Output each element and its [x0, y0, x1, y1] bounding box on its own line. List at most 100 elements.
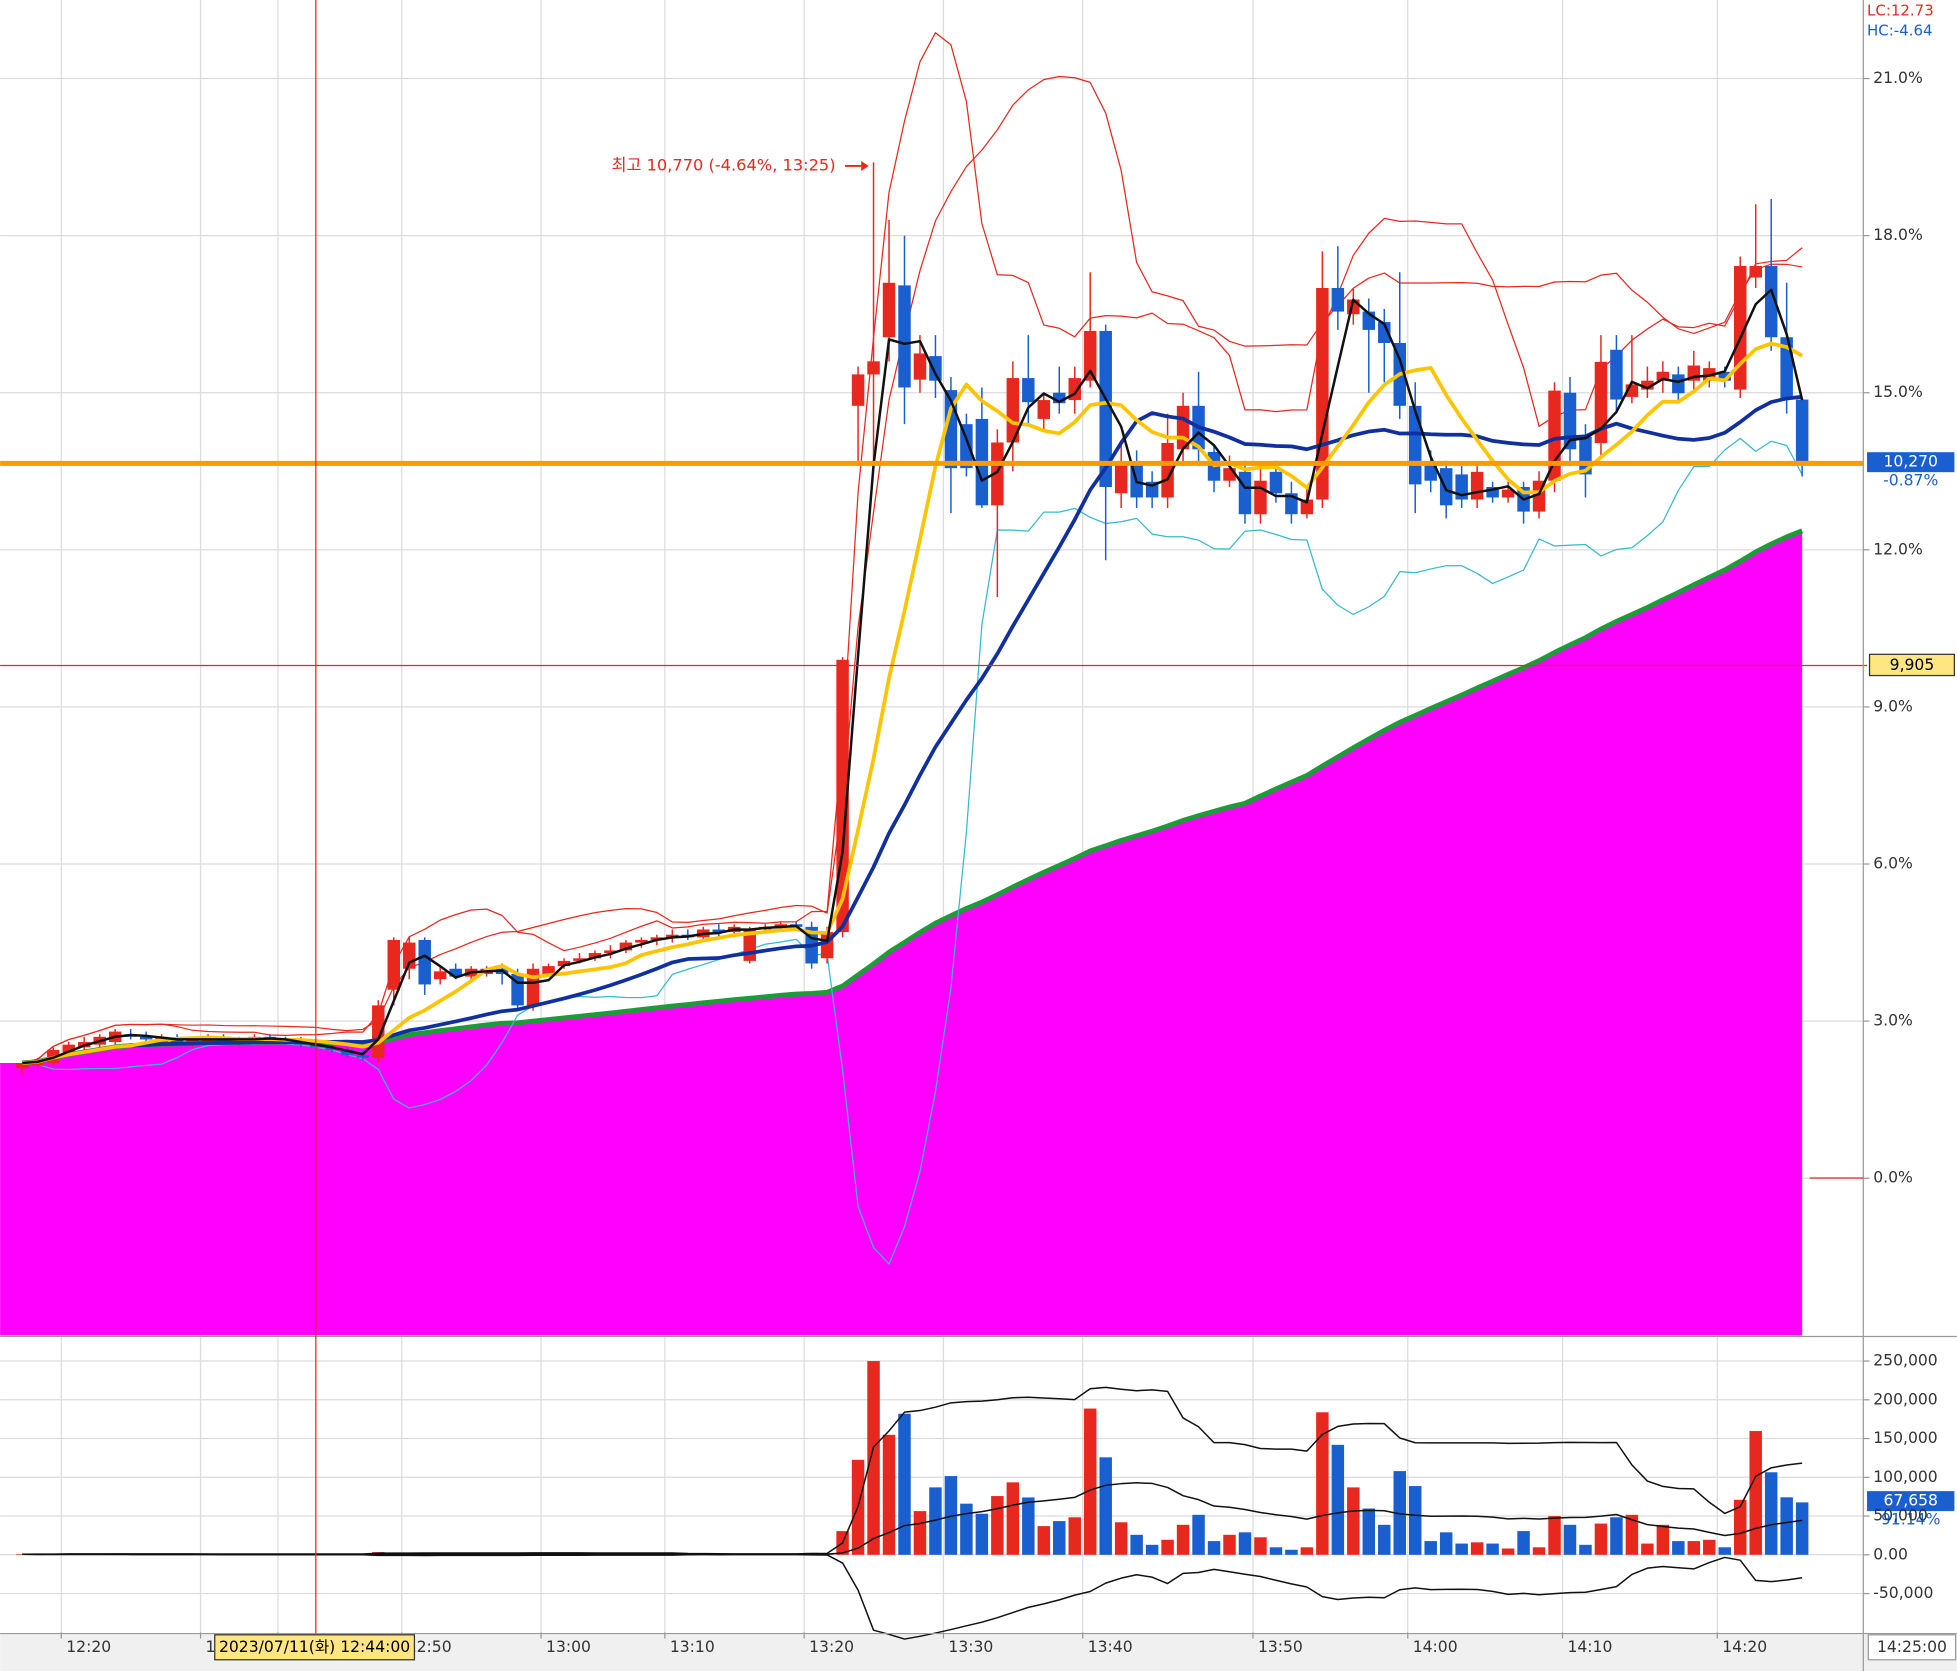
volume-bar	[1501, 1548, 1515, 1555]
candle-body	[1053, 392, 1066, 404]
x-tick-label: 14:20	[1722, 1638, 1767, 1656]
price-label: 10,270	[1883, 453, 1938, 471]
volume-bar	[1130, 1534, 1143, 1555]
volume-bar	[1192, 1514, 1205, 1555]
candle-body	[991, 442, 1004, 506]
candle-body	[1238, 471, 1252, 515]
candle-body	[712, 929, 726, 933]
volume-bar	[1037, 1526, 1051, 1555]
y-tick-label: -50,000	[1873, 1584, 1933, 1602]
volume-bar	[1703, 1539, 1716, 1555]
volume-bar	[1285, 1549, 1298, 1555]
volume-bar	[1470, 1542, 1484, 1555]
candle-body	[170, 1039, 184, 1043]
candle-body	[1022, 378, 1035, 403]
volume-bar	[882, 1434, 896, 1555]
y-tick-label: 9.0%	[1873, 697, 1913, 715]
candle-body	[1718, 371, 1732, 381]
volume-bar	[1068, 1517, 1081, 1555]
volume-bar	[1687, 1541, 1701, 1555]
candle-body	[867, 361, 880, 375]
candle-body	[1114, 461, 1128, 494]
y-tick-label: 6.0%	[1873, 855, 1913, 873]
volume-bar	[975, 1513, 989, 1555]
x-tick-label: 14:00	[1413, 1638, 1458, 1656]
volume-bar	[1022, 1497, 1035, 1555]
candle-body	[882, 282, 896, 338]
volume-bar	[1795, 1502, 1809, 1555]
crosshair-price-label: 9,905	[1890, 656, 1935, 674]
volume-bar	[1238, 1532, 1252, 1555]
x-tick-label: 13:20	[809, 1638, 854, 1656]
volume-bar	[1439, 1532, 1453, 1555]
ma-layer	[22, 288, 1804, 1640]
x-tick-label: 14:10	[1567, 1638, 1612, 1656]
volume-bar	[1625, 1514, 1639, 1555]
band-upper	[22, 75, 1803, 1064]
volume-bar	[1579, 1544, 1592, 1555]
volume-bar	[944, 1476, 958, 1555]
long-ma-area	[0, 530, 1803, 1336]
candle-body	[1548, 390, 1561, 481]
x-tick-label: 13:30	[948, 1638, 993, 1656]
volume-bar	[1548, 1516, 1561, 1555]
annotation-arrowhead	[861, 160, 869, 171]
volume-bar	[1254, 1537, 1267, 1555]
volume-bar	[1161, 1539, 1174, 1555]
volume-bar	[1610, 1517, 1623, 1555]
volume-bar	[1300, 1547, 1314, 1555]
y-tick-label: 15.0%	[1873, 383, 1923, 401]
candle-body	[557, 960, 571, 967]
change-label: -0.87%	[1883, 471, 1938, 489]
volume-bar	[1563, 1524, 1577, 1555]
y-tick-label: 50,000	[1873, 1507, 1928, 1525]
volume-bar	[1331, 1444, 1345, 1555]
volume-box	[1867, 1491, 1955, 1512]
volume-bar	[867, 1361, 880, 1555]
candle-body	[1408, 405, 1422, 485]
volume-bar	[913, 1511, 927, 1555]
volume-bar	[1393, 1471, 1406, 1555]
candle-body	[635, 939, 648, 943]
candle-body	[929, 356, 942, 381]
candle-body	[387, 939, 401, 990]
candle-body	[1424, 461, 1437, 481]
candle-body	[1470, 471, 1484, 500]
volume-bar	[1006, 1482, 1020, 1555]
y-tick-label: 0.0%	[1873, 1169, 1913, 1187]
candle-body	[960, 424, 973, 469]
volume-bar	[1099, 1457, 1112, 1555]
x-tick-label: 12:50	[407, 1638, 452, 1656]
end-time-label: 14:25:00	[1877, 1638, 1947, 1656]
volume-bar	[1176, 1524, 1190, 1555]
candle-body	[1300, 499, 1314, 515]
volume-bar	[1347, 1487, 1360, 1555]
candle-body	[1331, 288, 1345, 312]
volume-bar	[1269, 1547, 1283, 1555]
candle-body	[1439, 468, 1453, 506]
candle-body	[1006, 378, 1020, 443]
volume-bar	[1672, 1541, 1685, 1555]
candle-body	[588, 953, 602, 959]
candle-body	[1223, 468, 1236, 481]
y-tick-label: 200,000	[1873, 1390, 1937, 1408]
volume-label: 67,658	[1883, 1492, 1938, 1510]
hc-label: HC:-4.64	[1867, 22, 1932, 40]
ma-line	[22, 341, 1804, 1065]
y-tick-label: 250,000	[1873, 1352, 1937, 1370]
candle-body	[1501, 489, 1515, 498]
volume-bar	[1718, 1547, 1732, 1555]
candle-body	[1161, 443, 1174, 498]
y-tick-label: 100,000	[1873, 1468, 1937, 1486]
volume-bar	[1594, 1523, 1608, 1555]
end-time-box	[1867, 1634, 1957, 1661]
band-upper	[22, 32, 1803, 1064]
crosshair-time-box	[214, 1634, 416, 1661]
candle-body	[139, 1036, 153, 1040]
y-tick-label: 21.0%	[1873, 69, 1923, 87]
candle-body	[341, 1049, 354, 1056]
volume-bar	[1780, 1497, 1793, 1555]
annotation: 최고 10,770 (-4.64%, 13:25)	[612, 155, 836, 174]
